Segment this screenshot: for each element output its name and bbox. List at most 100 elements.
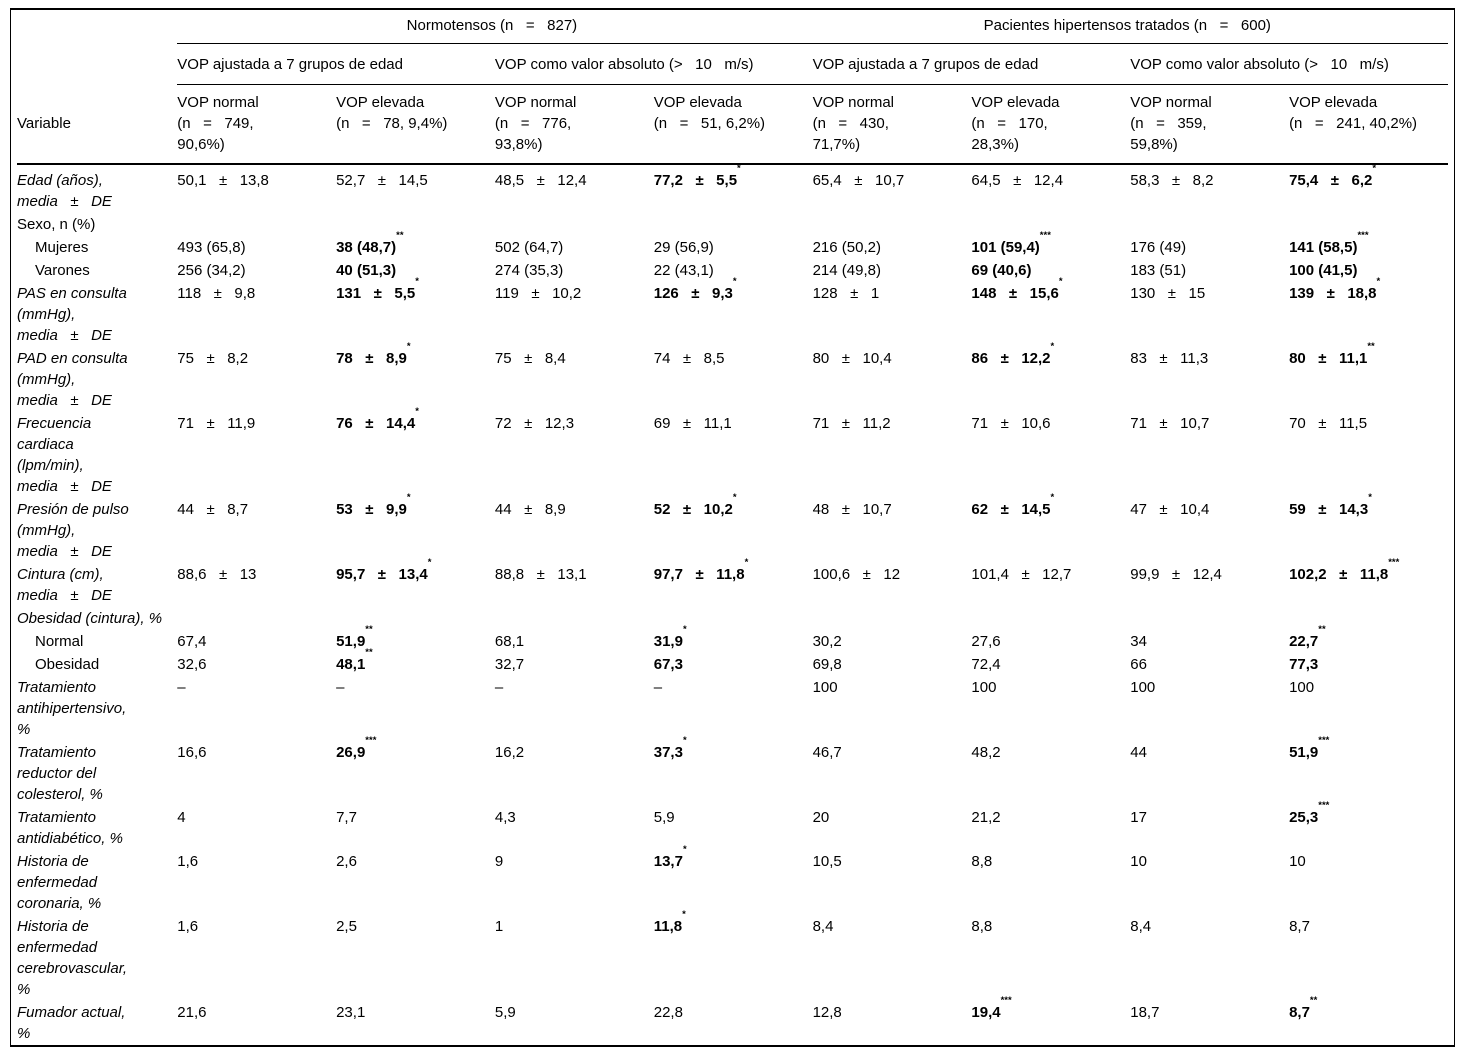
- row-label: Edad (años), media ± DE: [17, 172, 112, 210]
- cell-value: 10: [1289, 853, 1306, 870]
- cell-value: 22,7: [1289, 633, 1319, 650]
- table-cell: 8,7**: [1289, 996, 1448, 1045]
- cell-value: 26,9: [336, 744, 366, 761]
- table-cell: 216 (50,2): [813, 236, 972, 259]
- cell-value: 75 ± 8,4: [494, 350, 566, 367]
- cell-value: 8,7: [1289, 918, 1310, 935]
- table-cell: [654, 213, 813, 236]
- table-cell: 77,3: [1289, 653, 1448, 676]
- table-cell: 50,1 ± 13,8: [177, 164, 336, 213]
- table-cell: 86 ± 12,2*: [971, 342, 1130, 412]
- table-cell: 72 ± 12,3: [495, 412, 654, 498]
- cell-value: 99,9 ± 12,4: [1130, 566, 1222, 583]
- table-row: PAD en consulta (mmHg), media ± DE 75 ± 8…: [17, 342, 1448, 412]
- table-row: Fumador actual, % 21,6 23,1 5,9 22,8 12,8 19,4…: [17, 996, 1448, 1045]
- cell-value: 216 (50,2): [812, 239, 881, 256]
- cell-value: 72 ± 12,3: [494, 415, 575, 432]
- table-cell: –: [495, 676, 654, 741]
- table-cell: 100: [813, 676, 972, 741]
- cell-value: 16,6: [177, 744, 207, 761]
- table-cell: [177, 213, 336, 236]
- table-cell: [336, 607, 495, 630]
- cell-value: 1: [494, 918, 504, 935]
- table-cell: 126 ± 9,3*: [654, 277, 813, 347]
- table-cell: 274 (35,3): [495, 259, 654, 282]
- table-cell: 52 ± 10,2*: [654, 493, 813, 563]
- cell-value: 141 (58,5): [1289, 239, 1358, 256]
- table-cell: [1130, 607, 1289, 630]
- cell-value: 2,6: [336, 853, 357, 870]
- cell-value: 75,4 ± 6,2: [1289, 172, 1373, 189]
- cell-value: 17: [1130, 809, 1147, 826]
- cell-value: 4: [177, 809, 186, 826]
- cell-value: 100: [1130, 679, 1156, 696]
- table-cell: 100: [1289, 676, 1448, 741]
- table-container: Normotensos (n = 827) Pacientes hipertens…: [10, 8, 1455, 1047]
- table-cell: 34: [1130, 630, 1289, 653]
- cell-value: 27,6: [971, 633, 1001, 650]
- table-cell: 31,9*: [654, 625, 813, 653]
- table-row: Obesidad (cintura), %: [17, 607, 1448, 630]
- table-row: Sexo, n (%): [17, 213, 1448, 236]
- table-cell: –: [654, 676, 813, 741]
- row-label: Varones: [35, 262, 90, 279]
- cell-value: 29 (56,9): [653, 239, 714, 256]
- table-cell: 8,8: [971, 850, 1130, 915]
- table-body: Edad (años), media ± DE 50,1 ± 13,8 52,7 ±…: [17, 164, 1448, 1045]
- table-cell: 32,7: [495, 653, 654, 676]
- cell-value: 5,9: [653, 809, 675, 826]
- cell-value: 34: [1130, 633, 1147, 650]
- cell-value: 9: [494, 853, 504, 870]
- table-cell: 100: [1130, 676, 1289, 741]
- cell-value: 139 ± 18,8: [1289, 285, 1377, 302]
- cell-value: 51,9: [336, 633, 366, 650]
- table-cell: 88,8 ± 13,1: [495, 563, 654, 607]
- table-cell: 62 ± 14,5*: [971, 493, 1130, 563]
- cell-value: 66: [1130, 656, 1147, 673]
- table-cell: 101 (59,4)***: [971, 231, 1130, 259]
- table-cell: 75 ± 8,4: [495, 347, 654, 412]
- cell-value: 8,4: [812, 918, 834, 935]
- table-cell: 128 ± 1: [813, 282, 972, 347]
- table-cell: 4: [177, 806, 336, 850]
- significance-marker: **: [1367, 341, 1375, 352]
- cell-value: 70 ± 11,5: [1289, 415, 1368, 432]
- table-cell: 100,6 ± 12: [813, 563, 972, 607]
- cell-value: 32,6: [177, 656, 207, 673]
- table-cell: 16,2: [495, 741, 654, 806]
- cell-value: 68,1: [494, 633, 525, 650]
- table-cell: 18,7: [1130, 1001, 1289, 1045]
- table-cell: 69 ± 11,1: [654, 412, 813, 498]
- cell-value: 65,4 ± 10,7: [812, 172, 905, 189]
- table-cell: 71 ± 11,2: [813, 412, 972, 498]
- cell-value: 76 ± 14,4: [336, 415, 416, 432]
- cell-value: 100,6 ± 12: [812, 566, 901, 583]
- table-cell: 148 ± 15,6*: [971, 277, 1130, 347]
- row-label: Historia de enfermedad cerebrovascular, …: [17, 918, 128, 998]
- table-cell: 38 (48,7)**: [336, 231, 495, 259]
- table-cell: [971, 607, 1130, 630]
- table-cell: 23,1: [336, 1001, 495, 1045]
- table-row: Tratamiento antidiabético, % 4 7,7 4,3 5,9 20…: [17, 801, 1448, 850]
- column-header-4: VOP normal (n = 430, 71,7%): [812, 84, 972, 165]
- cell-value: 71 ± 11,2: [812, 415, 891, 432]
- significance-marker: **: [365, 647, 373, 658]
- table-cell: 48 ± 10,7: [813, 498, 972, 563]
- cell-value: 78 ± 8,9: [336, 350, 407, 367]
- cell-value: –: [653, 679, 663, 696]
- cell-value: 1,6: [177, 853, 199, 870]
- table-cell: [654, 607, 813, 630]
- row-label: PAD en consulta (mmHg), media ± DE: [17, 350, 128, 409]
- table-row: PAS en consulta (mmHg), media ± DE 118 ± …: [17, 277, 1448, 347]
- cell-value: 100: [812, 679, 838, 696]
- significance-marker: ***: [1357, 230, 1369, 241]
- cell-value: 52,7 ± 14,5: [336, 172, 428, 189]
- cell-value: 77,3: [1289, 656, 1319, 673]
- table-cell: 141 (58,5)***: [1289, 231, 1448, 259]
- table-row: Cintura (cm), media ± DE 88,6 ± 13 95,7 ± …: [17, 558, 1448, 607]
- cell-value: 118 ± 9,8: [177, 285, 256, 302]
- cell-value: 69 ± 11,1: [653, 415, 732, 432]
- row-label: PAS en consulta (mmHg), media ± DE: [17, 285, 127, 344]
- cell-value: 21,6: [177, 1004, 207, 1021]
- cell-value: 67,4: [177, 633, 207, 650]
